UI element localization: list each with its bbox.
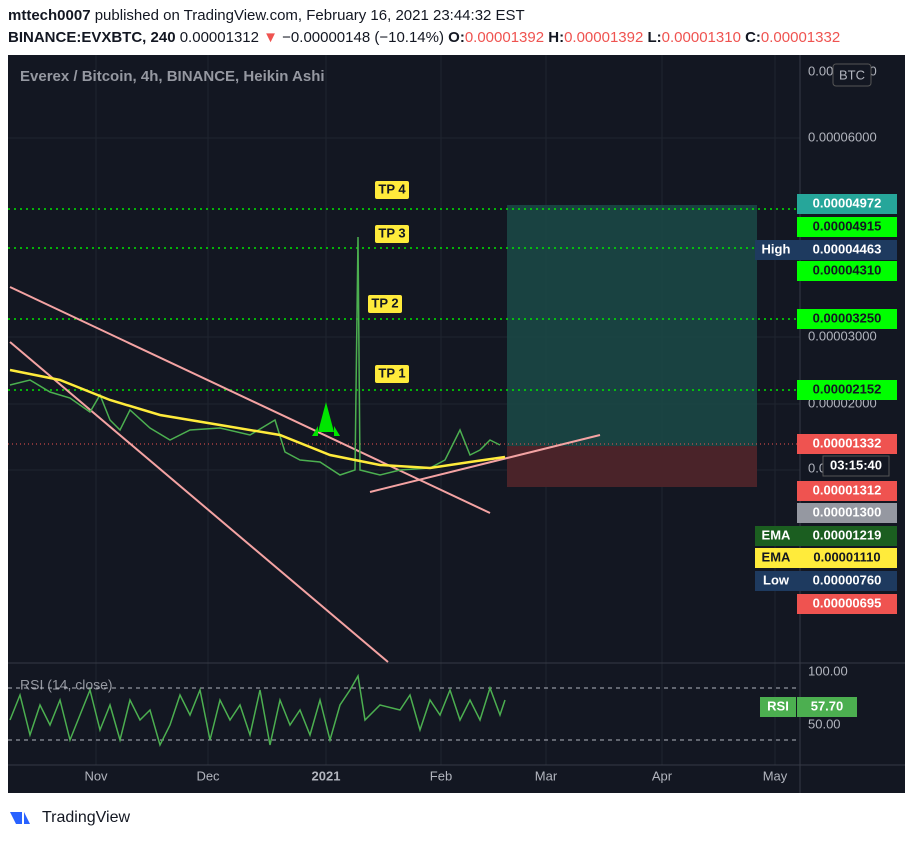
ema-line (9, 368, 506, 470)
header-line1: mttech0007 published on TradingView.com,… (8, 7, 525, 24)
profit-zone (507, 205, 757, 446)
rsi-tag: RSI (767, 698, 789, 713)
target-box (375, 181, 409, 199)
rocket-icon (312, 402, 340, 436)
time-tick: May (763, 768, 788, 783)
target-label: TP 3 (378, 225, 405, 240)
price-label-box (797, 571, 897, 591)
h-key: H: (548, 29, 564, 46)
price-tag-box (755, 548, 797, 568)
target-box (368, 295, 402, 313)
price-tag-box (755, 240, 797, 260)
price-label: 03:15:40 (830, 457, 882, 472)
symbol: BINANCE:EVXBTC, 240 (8, 29, 176, 46)
time-tick: Dec (196, 768, 220, 783)
o-key: O: (448, 29, 465, 46)
time-tick: Feb (430, 768, 452, 783)
change: −0.00000148 (−10.14%) (282, 29, 444, 46)
price-label-box (797, 434, 897, 454)
price-tag: High (762, 241, 791, 256)
target-label: TP 4 (378, 181, 406, 196)
price-tag-box (755, 526, 797, 546)
price-label: 0.00001219 (813, 527, 882, 542)
price-label-box (797, 217, 897, 237)
currency-box[interactable] (832, 63, 872, 87)
brand-icon (10, 812, 30, 824)
price-tag: EMA (762, 527, 792, 542)
price-label: 0.00004310 (813, 262, 882, 277)
price-label-box (797, 194, 897, 214)
last: 0.00001312 (180, 29, 259, 46)
close: 0.00001332 (761, 29, 840, 46)
price-label-box (797, 380, 897, 400)
price-label-box (797, 526, 897, 546)
price-tag: EMA (762, 549, 792, 564)
loss-zone (507, 446, 757, 487)
target-label: TP 1 (378, 365, 405, 380)
price-label: 0.00003250 (813, 310, 882, 325)
price-label: 0.00000695 (813, 595, 882, 610)
chart-title: Everex / Bitcoin, 4h, BINANCE, Heikin As… (20, 68, 325, 85)
price-label-box (797, 594, 897, 614)
published: published on TradingView.com, February 1… (95, 7, 525, 24)
low: 0.00001310 (662, 29, 741, 46)
l-key: L: (648, 29, 662, 46)
target-labels: TP 4 TP 3 TP 2 TP 1 (368, 181, 409, 383)
publisher: mttech0007 (8, 7, 91, 24)
rsi-value: 57.70 (811, 698, 844, 713)
chart-bg (8, 55, 905, 793)
price-label-box (797, 548, 897, 568)
header-line2: BINANCE:EVXBTC, 240 0.00001312 ▼ −0.0000… (8, 29, 840, 46)
price-label-box (822, 455, 890, 477)
target-box (375, 225, 409, 243)
trendlines (9, 286, 601, 663)
c-key: C: (745, 29, 761, 46)
time-tick: Mar (535, 768, 558, 783)
price-label: 0.00004915 (813, 218, 882, 233)
high: 0.00001392 (564, 29, 643, 46)
price-label: 0.00001300 (813, 504, 882, 519)
time-axis: Nov Dec 2021 Feb Mar Apr May (84, 768, 787, 783)
trendline (369, 434, 601, 493)
open: 0.00001392 (465, 29, 544, 46)
price-label-box (797, 240, 897, 260)
rsi-upper: 100.00 (808, 663, 848, 678)
arrow: ▼ (263, 29, 278, 46)
target-box (375, 365, 409, 383)
rsi-bands (8, 687, 800, 741)
currency: BTC (839, 67, 865, 82)
trendline (9, 341, 389, 663)
rsi-value-box (797, 697, 857, 717)
price-label-box (797, 503, 897, 523)
time-tick: Nov (84, 768, 108, 783)
price-tick: 0.00006000 (808, 129, 877, 144)
price-label-box (797, 481, 897, 501)
price-label: 0.00001312 (813, 482, 882, 497)
price-label: 0.00000760 (813, 572, 882, 587)
rsi-tag-box (760, 697, 796, 717)
price-labels: 0.00004972 0.00004915 0.00004463 High 0.0000… (755, 194, 897, 614)
price-tag-box (755, 571, 797, 591)
price-label-box (797, 309, 897, 329)
time-tick: Apr (652, 768, 673, 783)
brand: TradingView (42, 809, 130, 826)
rsi-series (9, 673, 506, 748)
target-label: TP 2 (371, 295, 398, 310)
price-label: 0.00001332 (813, 435, 882, 450)
price-tag: Low (763, 572, 790, 587)
price-tick: 0.00003000 (808, 328, 877, 343)
rsi-lower: 50.00 (808, 716, 841, 731)
time-tick: 2021 (312, 768, 341, 783)
rsi-title: RSI (14, close) (20, 677, 113, 693)
price-label: 0.00002152 (813, 381, 882, 396)
price-label: 0.00004463 (813, 241, 882, 256)
price-label: 0.00004972 (813, 195, 882, 210)
price-label-box (797, 261, 897, 281)
trendline (9, 286, 491, 514)
price-label: 0.00001110 (813, 549, 880, 564)
target-lines (8, 208, 800, 391)
